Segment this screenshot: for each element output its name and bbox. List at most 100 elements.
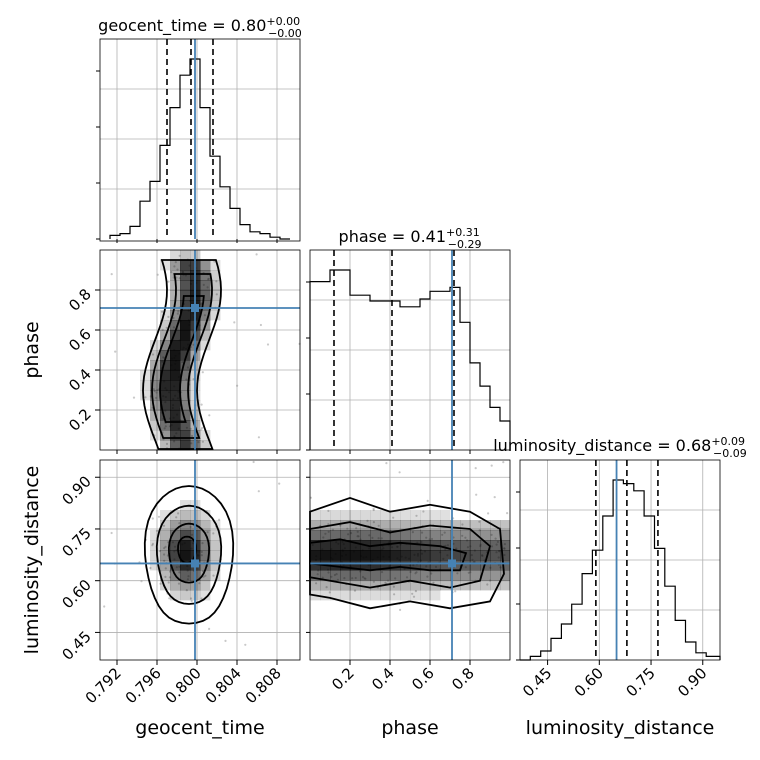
sample-point — [411, 592, 414, 595]
phase-vs-geocent_time-contours — [142, 259, 222, 450]
density-cell — [210, 540, 221, 551]
sample-point — [377, 524, 380, 527]
density-cell — [150, 380, 161, 391]
density-cell — [180, 390, 191, 401]
sample-point — [177, 512, 180, 515]
density-cell — [150, 540, 161, 551]
contour-line — [309, 521, 492, 589]
density-cell — [200, 300, 211, 311]
density-cell — [150, 370, 161, 381]
density-cell — [200, 440, 211, 451]
sample-point — [415, 514, 418, 517]
density-cell — [440, 540, 451, 551]
sample-point — [140, 580, 143, 583]
density-cell — [350, 550, 361, 561]
density-cell — [180, 590, 191, 601]
density-cell — [320, 580, 331, 591]
sample-point — [201, 440, 204, 443]
density-cell — [170, 560, 181, 571]
sample-point — [257, 490, 260, 493]
sample-point — [159, 582, 162, 585]
density-cell — [310, 540, 321, 551]
density-cell — [180, 550, 191, 561]
sample-point — [198, 582, 201, 585]
y-tick-label: 0.2 — [65, 405, 95, 435]
sample-point — [201, 426, 204, 429]
sample-point — [163, 559, 166, 562]
density-cell — [170, 260, 181, 271]
density-cell — [350, 510, 361, 521]
sample-point — [490, 533, 493, 537]
sample-point — [328, 591, 331, 594]
density-cell — [170, 340, 181, 351]
density-cell — [390, 590, 401, 601]
density-cell — [320, 550, 331, 561]
density-cell — [160, 320, 171, 331]
density-cell — [370, 570, 381, 581]
density-cell — [390, 510, 401, 521]
x-tick-label: 0.4 — [368, 664, 398, 694]
luminosity_distance-quantile-lines — [595, 460, 659, 660]
sample-point — [494, 537, 497, 540]
density-cell — [350, 540, 361, 551]
density-cell — [170, 320, 181, 331]
density-cell — [330, 530, 341, 541]
sample-point — [443, 531, 446, 534]
sample-point — [151, 544, 154, 547]
density-cell — [310, 570, 321, 581]
density-cell — [170, 350, 181, 361]
density-cell — [470, 570, 481, 581]
sample-point — [190, 599, 193, 603]
sample-point — [441, 533, 444, 536]
title-minus-error: −0.00 — [268, 27, 302, 40]
panel-geocent_time-hist: geocent_time = 0.80+0.00 −0.00 — [96, 15, 302, 242]
density-cell — [170, 410, 181, 421]
density-cell — [330, 570, 341, 581]
contour-line — [155, 504, 223, 605]
sample-point — [176, 268, 179, 271]
density-cell — [470, 540, 481, 551]
density-cell — [350, 570, 361, 581]
geocent_time-quantile-lines — [166, 39, 214, 239]
density-cell — [160, 400, 171, 411]
density-cell — [440, 560, 451, 571]
density-cell — [140, 390, 151, 401]
density-cell — [340, 570, 351, 581]
sample-point — [132, 396, 136, 399]
sample-point — [200, 428, 203, 431]
sample-point — [161, 328, 164, 331]
density-cell — [180, 280, 191, 291]
density-cell — [340, 580, 351, 591]
density-cell — [160, 310, 171, 321]
sample-point — [157, 515, 161, 518]
density-cell — [330, 590, 341, 601]
sample-point — [236, 384, 239, 387]
sample-point — [430, 537, 434, 541]
density-cell — [480, 530, 491, 541]
sample-point — [177, 582, 181, 585]
density-cell — [410, 570, 421, 581]
sample-point — [327, 523, 330, 526]
sample-point — [255, 253, 258, 256]
density-cell — [180, 420, 191, 431]
density-cell — [480, 540, 491, 551]
density-cell — [180, 380, 191, 391]
density-cell — [160, 390, 171, 401]
density-cell — [500, 530, 511, 541]
density-cell — [310, 510, 321, 521]
title-minus-error: −0.29 — [448, 238, 482, 251]
density-cell — [180, 570, 191, 581]
sample-point — [167, 315, 170, 318]
sample-point — [327, 509, 330, 512]
sample-point — [486, 583, 489, 586]
sample-point — [355, 527, 358, 530]
sample-point — [201, 371, 204, 374]
density-cell — [460, 540, 471, 551]
sample-point — [158, 550, 161, 553]
density-cell — [500, 550, 511, 561]
y-tick-label: 0.90 — [58, 472, 94, 508]
sample-point — [372, 580, 375, 583]
sample-point — [155, 529, 159, 532]
density-cell — [180, 270, 191, 281]
